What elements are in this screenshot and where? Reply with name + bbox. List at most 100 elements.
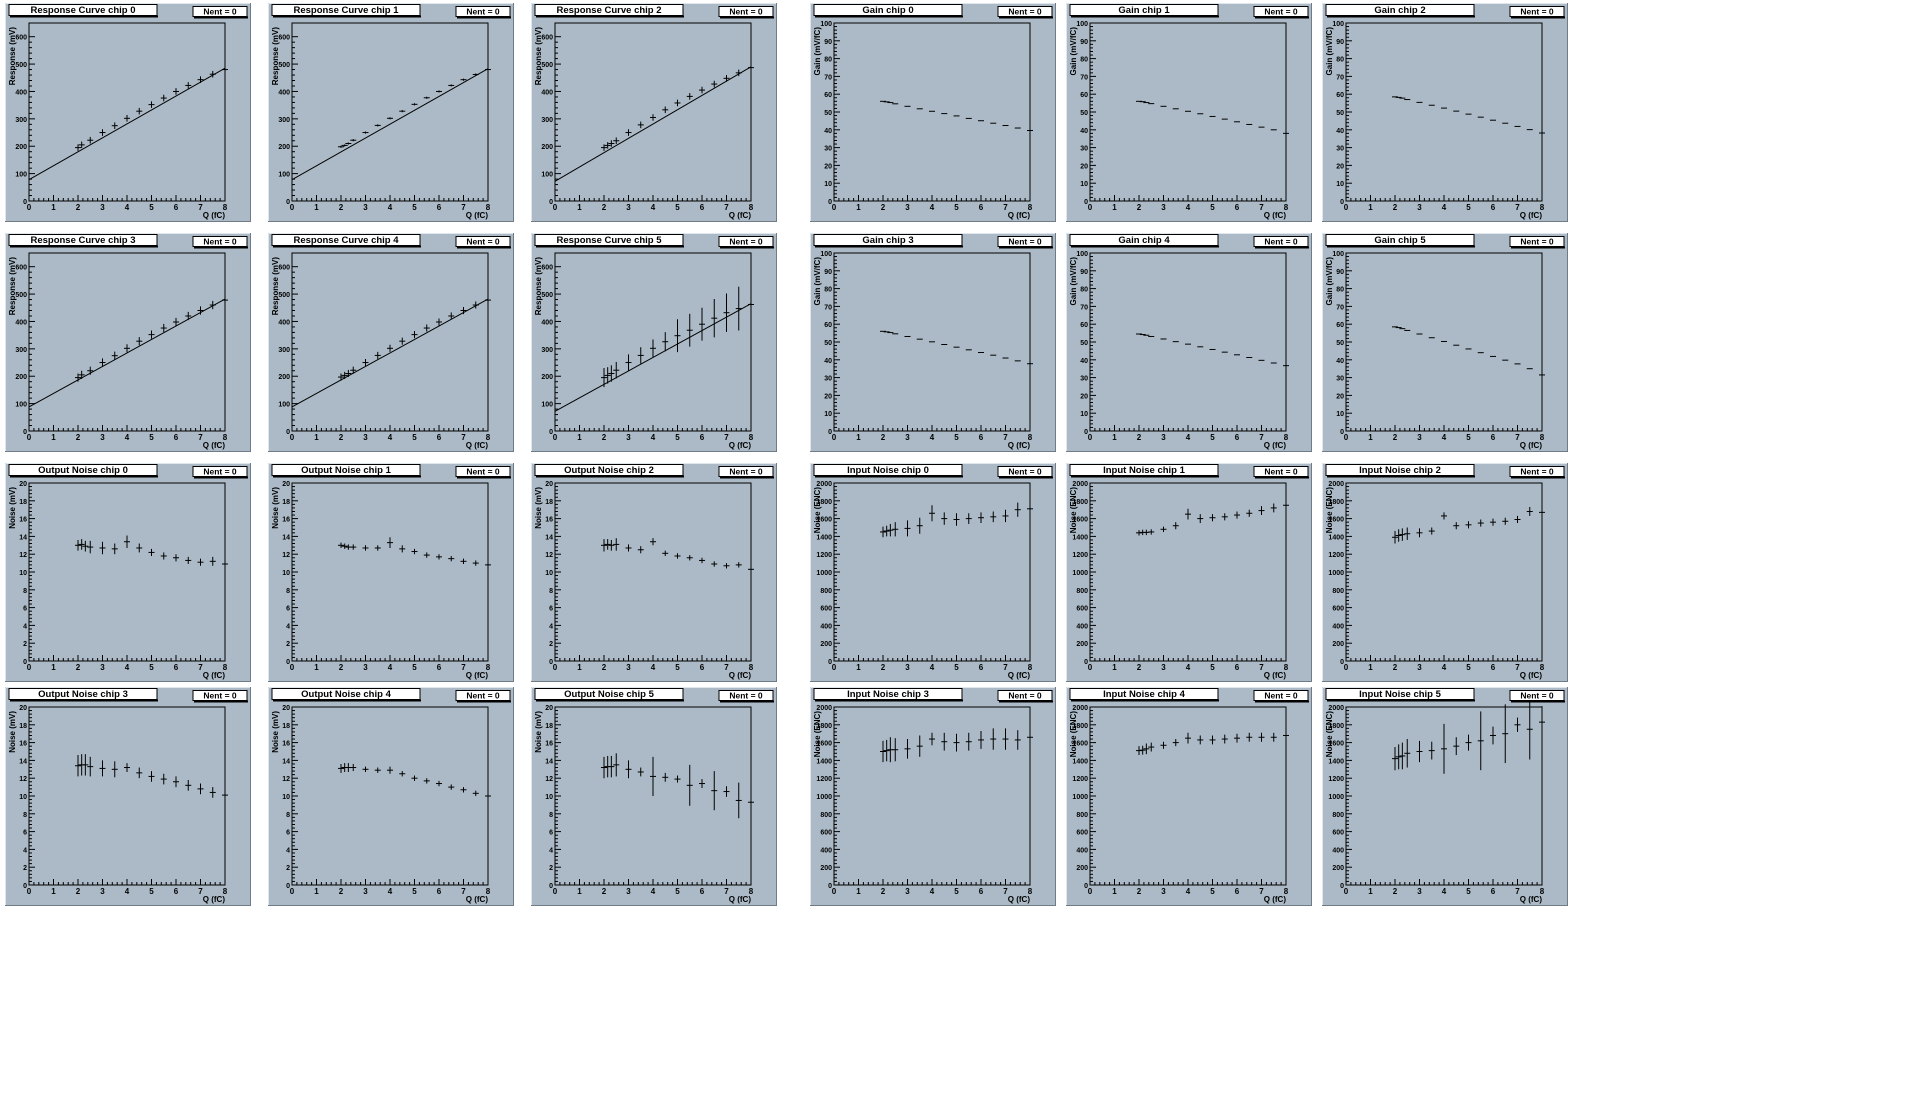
y-tick-label: 400 (15, 89, 27, 96)
data-point (601, 756, 607, 779)
stats-box: Nent = 0 (718, 690, 774, 703)
data-point (650, 339, 656, 358)
chart-svg: 0 1 2 3 4 5 6 7 8 0 200 400 600 800 1000 1200 1400 1600 18… (810, 687, 1056, 906)
stats-box: Nent = 0 (718, 236, 774, 249)
x-tick-label: 3 (626, 203, 631, 212)
title-box: Input Noise chip 5 (1325, 688, 1475, 702)
data-point (883, 525, 890, 537)
data-point (1209, 514, 1216, 522)
y-tick-label: 600 (1076, 606, 1088, 613)
y-tick-label: 16 (282, 517, 290, 524)
stats-box: Nent = 0 (1509, 6, 1565, 19)
x-tick-label: 1 (314, 887, 319, 896)
x-tick-label: 3 (1161, 433, 1166, 442)
x-tick-label: 6 (700, 663, 705, 672)
data-point (1399, 742, 1406, 770)
y-tick-label: 60 (824, 322, 832, 329)
y-axis-title: Gain (mV/fC) (813, 27, 822, 76)
y-tick-label: 2000 (1328, 705, 1344, 712)
y-tick-label: 20 (824, 393, 832, 400)
y-tick-label: 2000 (1072, 481, 1088, 488)
y-tick-label: 1800 (1328, 499, 1344, 506)
x-tick-label: 8 (223, 663, 228, 672)
chart-panel: 0 1 2 3 4 5 6 7 8 0 10 20 30 40 50 60 70 80 90 100 Q (fC) Gai… (1066, 233, 1312, 452)
chart-svg: 0 1 2 3 4 5 6 7 8 0 100 200 300 400 500 600 Q (fC) Respon… (5, 233, 251, 452)
x-tick-label: 1 (314, 203, 319, 212)
data-point (723, 293, 730, 332)
stats-box: Nent = 0 (1509, 690, 1565, 703)
chart-panel: 0 1 2 3 4 5 6 7 8 0 100 200 300 400 500 600 Q (fC) Respon… (5, 233, 251, 452)
data-point (362, 358, 369, 367)
data-point (338, 373, 344, 381)
data-point (374, 124, 381, 127)
data-point (601, 539, 607, 552)
panel-title: Gain chip 2 (1374, 5, 1425, 16)
y-tick-label: 400 (820, 623, 832, 630)
y-tick-label: 0 (23, 659, 27, 666)
y-tick-label: 100 (820, 21, 832, 28)
y-tick-label: 70 (1080, 74, 1088, 81)
data-point (197, 306, 204, 315)
data-point (748, 279, 754, 330)
data-point (436, 90, 442, 93)
data-point (1526, 698, 1533, 760)
data-point (892, 522, 899, 537)
data-point (613, 538, 620, 551)
x-tick-label: 3 (363, 433, 368, 442)
stats-text: Nent = 0 (466, 7, 500, 17)
pad-background (531, 687, 777, 906)
x-tick-label: 0 (1088, 887, 1093, 896)
data-point (1392, 747, 1398, 771)
y-tick-label: 10 (282, 570, 290, 577)
y-tick-label: 1400 (1328, 758, 1344, 765)
data-point (99, 541, 106, 555)
data-point (160, 552, 167, 560)
y-tick-label: 200 (820, 865, 832, 872)
x-tick-label: 1 (577, 663, 582, 672)
data-point (472, 73, 479, 76)
x-tick-label: 0 (1344, 887, 1349, 896)
data-point (1441, 723, 1447, 774)
y-tick-label: 20 (282, 481, 290, 488)
data-point (880, 740, 886, 763)
data-point (904, 520, 911, 537)
x-tick-label: 0 (27, 433, 32, 442)
y-tick-label: 600 (278, 265, 290, 272)
x-tick-label: 3 (1417, 663, 1422, 672)
y-tick-label: 90 (1080, 269, 1088, 276)
data-point (650, 538, 656, 546)
y-tick-label: 14 (282, 534, 290, 541)
x-tick-label: 1 (856, 203, 861, 212)
x-tick-label: 4 (930, 663, 935, 672)
x-tick-label: 4 (1186, 433, 1191, 442)
y-tick-label: 0 (549, 883, 553, 890)
y-tick-label: 10 (19, 570, 27, 577)
x-tick-label: 1 (51, 433, 56, 442)
title-box: Gain chip 4 (1069, 234, 1219, 248)
data-point (990, 511, 997, 523)
data-point (1392, 531, 1398, 544)
y-tick-label: 10 (545, 570, 553, 577)
title-box: Response Curve chip 3 (8, 234, 158, 248)
y-tick-label: 1800 (1072, 723, 1088, 730)
stats-text: Nent = 0 (729, 7, 763, 17)
y-tick-label: 1400 (816, 758, 832, 765)
chart-svg: 0 1 2 3 4 5 6 7 8 0 100 200 300 400 500 600 Q (fC) Respon… (5, 3, 251, 222)
y-tick-label: 1200 (1072, 776, 1088, 783)
stats-text: Nent = 0 (203, 467, 237, 477)
x-tick-label: 4 (1442, 887, 1447, 896)
data-point (637, 347, 644, 364)
y-axis-title: Noise (mV) (534, 487, 543, 529)
title-box: Output Noise chip 3 (8, 688, 158, 702)
y-tick-label: 20 (19, 481, 27, 488)
data-point (460, 558, 467, 564)
y-tick-label: 50 (1336, 340, 1344, 347)
title-box: Output Noise chip 5 (534, 688, 684, 702)
y-tick-label: 0 (828, 883, 832, 890)
y-tick-label: 12 (282, 776, 290, 783)
x-tick-label: 5 (954, 433, 959, 442)
x-tick-label: 5 (1210, 433, 1215, 442)
data-point (735, 562, 742, 568)
data-point (341, 371, 348, 379)
y-tick-label: 400 (15, 319, 27, 326)
